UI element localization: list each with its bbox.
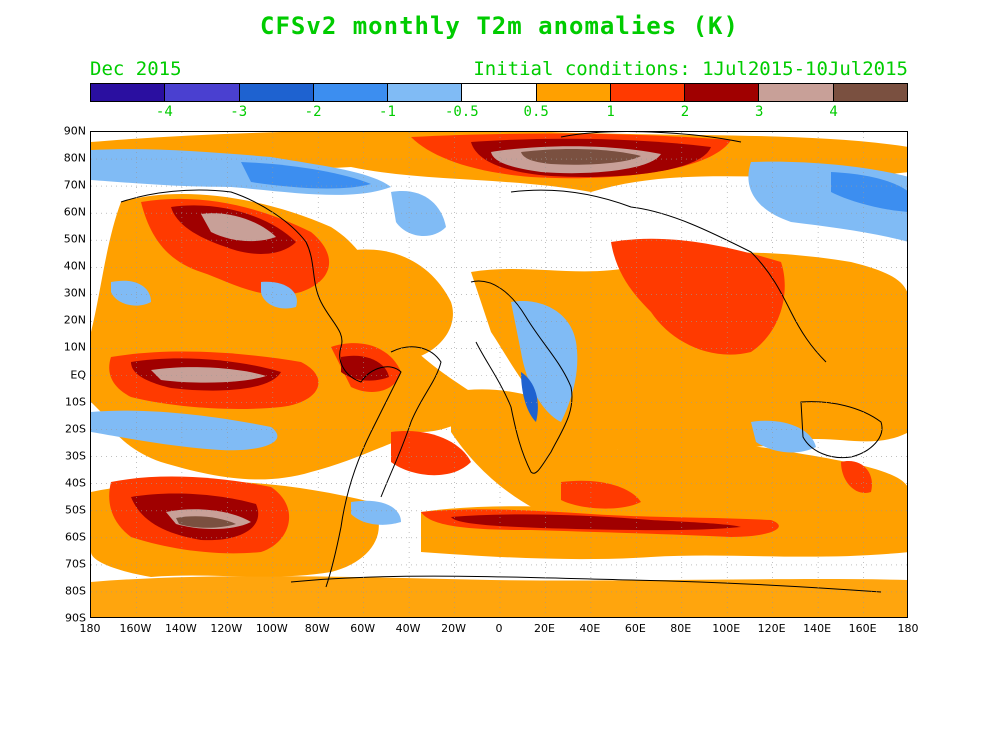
colorbar-swatch xyxy=(313,84,389,101)
colorbar-label: 3 xyxy=(755,104,764,120)
latitude-label: EQ xyxy=(70,368,86,381)
latitude-label: 20N xyxy=(63,313,86,327)
longitude-label: 100E xyxy=(712,622,741,635)
extreme-warm-layer xyxy=(151,146,661,529)
colorbar-swatch xyxy=(610,84,686,101)
longitude-label: 20E xyxy=(533,622,555,635)
latitude-label: 10N xyxy=(63,340,86,354)
colorbar-label: 0.5 xyxy=(523,104,549,120)
longitude-label: 120W xyxy=(210,622,243,635)
valid-month: Dec 2015 xyxy=(90,58,182,80)
colorbar-swatch xyxy=(388,84,463,101)
latitude-label: 60S xyxy=(65,530,86,544)
longitude-label: 0 xyxy=(495,622,503,635)
graticule xyxy=(91,132,907,617)
map-svg xyxy=(91,132,907,617)
latitude-label: 10S xyxy=(65,395,86,409)
latitude-label: 80S xyxy=(65,584,86,598)
colorbar-swatch xyxy=(165,84,240,101)
colorbar-swatch xyxy=(685,84,760,101)
longitude-label: 20W xyxy=(441,622,466,635)
longitude-label: 180 xyxy=(897,622,919,635)
longitude-label: 160W xyxy=(119,622,152,635)
longitude-label: 40W xyxy=(395,622,421,635)
colorbar xyxy=(90,83,908,102)
longitude-label: 140W xyxy=(164,622,197,635)
longitude-label: 120E xyxy=(757,622,786,635)
latitude-label: 50N xyxy=(63,232,86,246)
longitude-label: 80E xyxy=(670,622,692,635)
latitude-label: 30N xyxy=(63,286,86,300)
latitude-label: 40S xyxy=(65,476,86,490)
latitude-label: 40N xyxy=(63,259,86,273)
latitude-label: 80N xyxy=(63,151,86,165)
longitude-label: 60E xyxy=(624,622,646,635)
latitude-label: 70S xyxy=(65,557,86,571)
colorbar-label: -4 xyxy=(155,104,173,120)
colorbar-label: 4 xyxy=(829,104,838,120)
cool-anomaly-layer xyxy=(91,149,907,525)
latitude-label: 70N xyxy=(63,178,86,192)
longitude-label: 180 xyxy=(79,622,101,635)
colorbar-label: -1 xyxy=(379,104,396,120)
latitude-label: 90S xyxy=(65,611,86,625)
longitude-label: 80W xyxy=(304,622,330,635)
latitude-label: 20S xyxy=(65,422,86,436)
colorbar-swatch xyxy=(239,84,314,101)
longitude-label: 160E xyxy=(848,622,877,635)
colorbar-swatch xyxy=(759,84,834,101)
latitude-label: 90N xyxy=(63,124,86,138)
map-title: CFSv2 monthly T2m anomalies (K) xyxy=(260,12,739,40)
colorbar-swatch xyxy=(91,84,166,101)
colorbar-label: 1 xyxy=(606,104,615,120)
initial-conditions: Initial conditions: 1Jul2015-10Jul2015 xyxy=(473,58,908,80)
colorbar-swatch xyxy=(462,84,537,101)
coastlines xyxy=(120,132,883,593)
longitude-label: 140E xyxy=(803,622,832,635)
latitude-label: 50S xyxy=(65,503,86,517)
longitude-label: 40E xyxy=(579,622,601,635)
colorbar-swatch xyxy=(536,84,611,101)
colorbar-swatch xyxy=(833,84,907,101)
colorbar-label: -2 xyxy=(304,104,322,120)
latitude-label: 60N xyxy=(63,205,86,219)
longitude-label: 100W xyxy=(255,622,288,635)
colorbar-label: -0.5 xyxy=(444,104,479,120)
colorbar-label: 2 xyxy=(680,104,690,120)
latitude-label: 30S xyxy=(65,449,86,463)
longitude-label: 60W xyxy=(350,622,376,635)
anomaly-map xyxy=(90,131,908,618)
colorbar-label: -3 xyxy=(230,104,248,120)
